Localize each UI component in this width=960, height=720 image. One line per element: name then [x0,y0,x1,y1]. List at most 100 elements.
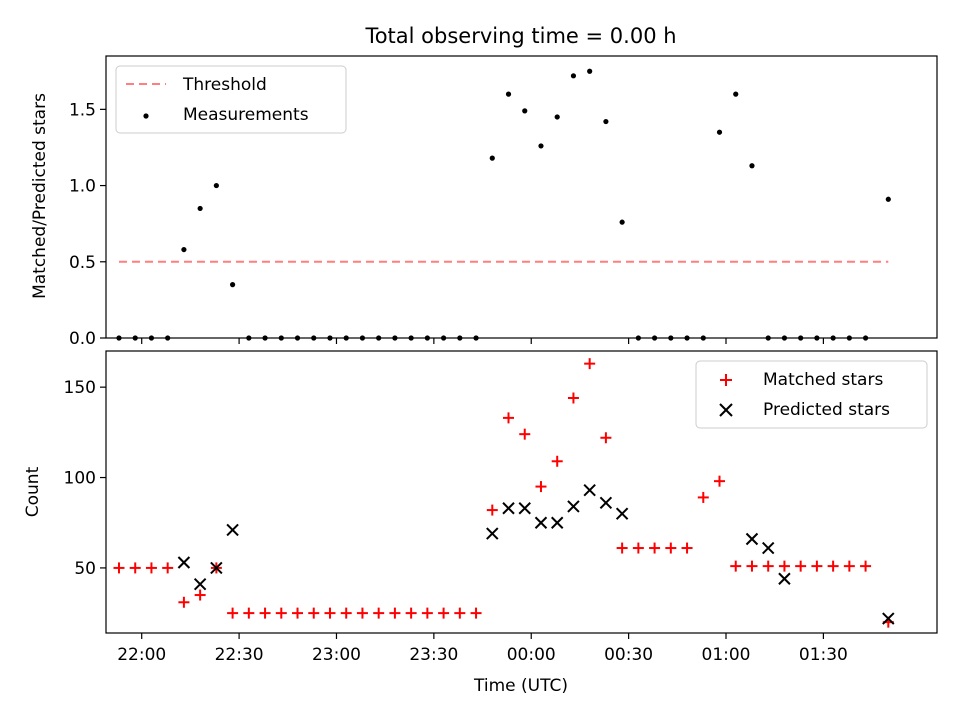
measurement-point [522,108,528,114]
measurement-point [229,282,236,288]
x-tick-label: 23:00 [312,645,361,665]
matched-stars-point [649,542,661,554]
measurement-point [619,219,625,225]
top-legend-box [115,65,347,134]
predicted-stars-point [486,527,499,540]
matched-stars-point [860,560,872,572]
matched-stars-point [373,607,385,619]
predicted-stars-point [778,572,791,585]
matched-stars-point [697,491,709,503]
predicted-stars-point [193,577,207,591]
matched-stars-point [275,607,287,619]
predicted-stars-point [534,516,548,529]
predicted-stars-point [177,556,191,569]
matched-stars-point [535,481,547,493]
predicted-stars-point [226,523,239,537]
predicted-stars-legend-swatch [719,403,733,417]
matched-stars-point [243,607,255,619]
matched-stars-point [389,607,401,619]
matched-stars-legend-label: Matched stars [763,370,883,390]
matched-stars-point [194,589,206,601]
matched-stars-point [145,562,157,574]
threshold-legend-label: Threshold [182,75,267,95]
matched-stars-point [421,607,433,619]
x-tick-label: 22:00 [117,645,166,665]
y-tick-label: 1.5 [69,100,96,120]
matched-stars-point [519,428,531,440]
matched-stars-point [292,607,304,619]
matched-stars-point [616,542,628,554]
predicted-stars-point [745,532,759,546]
predicted-stars-point [882,612,895,625]
y-tick-label: 1.0 [69,177,96,197]
top-y-ticks: 0.0 0.5 1.0 1.5 [69,100,106,349]
matched-stars-point [470,607,482,619]
measurement-point [538,143,544,149]
matched-stars-point [714,475,726,487]
matched-stars-point [503,412,515,424]
matched-stars-point [405,607,417,619]
predicted-stars-point [761,541,775,555]
predicted-stars-point [502,502,515,515]
x-tick-label: 00:00 [507,645,556,665]
matched-stars-point [551,455,563,467]
matched-stars-point [162,562,174,574]
x-tick-label: 01:30 [799,645,848,665]
predicted-stars-legend-label: Predicted stars [763,400,890,420]
bottom-y-ticks: 50 100 150 [64,378,106,579]
matched-stars-point [843,560,855,572]
measurements-legend-swatch [143,113,149,119]
bottom-panel: Count Time (UTC) 50 100 150 22:00 22:30 23:0… [23,350,938,696]
predicted-stars-point [518,502,531,515]
matched-stars-legend-swatch [720,374,732,386]
y-tick-label: 100 [64,469,96,489]
measurement-point [197,205,203,212]
bottom-panel-frame [105,350,938,634]
matched-stars-point [811,560,823,572]
matched-stars-point [778,560,790,572]
matched-stars-point [356,607,368,619]
matched-stars-point [324,607,336,619]
measurement-point [505,91,512,97]
matched-stars-point [259,607,271,619]
matched-stars-point [340,607,352,619]
y-tick-label: 0.5 [69,253,96,273]
top-panel-ylabel: Matched/Predicted stars [30,93,50,299]
matched-stars-point [632,542,644,554]
x-tick-label: 00:30 [604,645,653,665]
predicted-stars-point [210,561,223,575]
y-tick-label: 50 [74,559,96,579]
x-tick-label: 23:30 [409,645,458,665]
matched-stars-point [600,432,612,444]
matched-stars-point [113,562,125,574]
matched-stars-point [454,607,466,619]
matched-stars-point [827,560,839,572]
bottom-panel-ylabel: Count [23,466,43,517]
matched-stars-point [178,596,190,608]
bottom-legend: Matched stars Predicted stars [695,360,928,429]
matched-stars-series [113,358,894,628]
measurement-point [213,182,219,189]
y-tick-label: 0.0 [69,329,96,349]
matched-stars-point [746,560,758,572]
predicted-stars-point [583,483,596,497]
top-panel-frame [105,55,938,339]
bottom-legend-box [695,360,928,429]
measurement-point [587,68,593,74]
measurements-legend-label: Measurements [183,105,309,125]
matched-stars-point [129,562,141,574]
measurement-point [716,129,723,135]
matched-stars-point [584,358,596,370]
top-legend: Threshold Measurements [115,65,347,134]
matched-stars-point [762,560,774,572]
matched-stars-point [308,607,320,619]
predicted-stars-series [177,483,895,625]
measurement-point [749,163,755,169]
bottom-x-ticks: 22:00 22:30 23:00 23:30 00:00 00:30 01:00 01:30 [117,633,848,665]
top-x-ticks [141,338,824,344]
measurement-point [570,73,577,79]
predicted-stars-point [615,507,629,520]
matched-stars-point [567,392,579,404]
matched-stars-point [486,504,498,516]
